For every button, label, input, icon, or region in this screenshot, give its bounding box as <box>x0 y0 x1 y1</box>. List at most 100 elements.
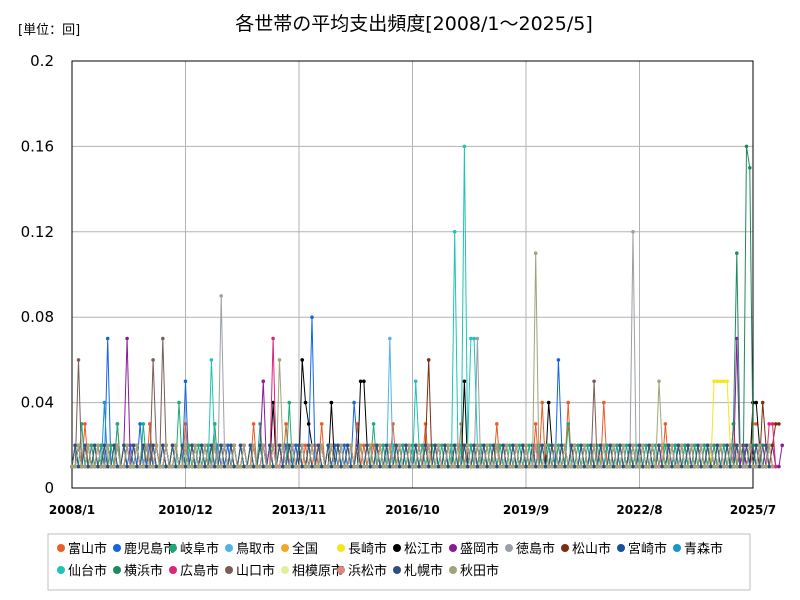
data-point <box>770 464 775 469</box>
data-point <box>115 422 120 426</box>
data-point <box>637 464 642 469</box>
data-point <box>229 443 233 448</box>
data-point <box>102 464 107 469</box>
data-point <box>449 464 454 469</box>
data-point <box>666 464 671 469</box>
x-tick-label: 2022/8 <box>616 503 662 517</box>
data-point <box>592 464 596 469</box>
data-point <box>83 464 87 469</box>
data-point <box>420 464 425 469</box>
data-point <box>76 443 81 448</box>
data-point <box>602 464 606 469</box>
legend-item: 横浜市 <box>113 563 163 579</box>
data-point <box>692 464 697 469</box>
data-point <box>371 464 376 469</box>
data-point <box>631 230 635 234</box>
data-point <box>553 464 557 469</box>
data-point <box>767 443 771 448</box>
data-point <box>533 443 538 448</box>
data-point <box>566 400 570 405</box>
data-point <box>683 464 687 469</box>
data-point <box>550 464 554 469</box>
data-point <box>702 443 707 448</box>
data-point <box>193 464 197 469</box>
data-point <box>465 443 470 448</box>
legend-item: 仙台市 <box>57 563 107 579</box>
data-point <box>524 464 528 469</box>
data-point <box>277 443 282 448</box>
data-point <box>138 464 142 469</box>
data-point <box>559 443 564 448</box>
data-point <box>751 464 755 469</box>
data-point <box>472 464 476 469</box>
data-point <box>258 464 262 469</box>
legend-marker <box>281 544 289 552</box>
data-point <box>725 443 729 448</box>
data-point <box>381 443 386 448</box>
data-point <box>569 464 574 469</box>
data-point <box>336 443 340 448</box>
data-point <box>135 464 139 469</box>
data-point <box>310 315 314 320</box>
data-point <box>245 464 249 469</box>
legend-item: 全国 <box>281 541 318 557</box>
data-point <box>199 464 204 469</box>
data-point <box>637 443 642 448</box>
data-point <box>375 443 379 448</box>
data-point <box>754 422 758 426</box>
data-point <box>748 464 752 469</box>
legend-label: 富山市 <box>68 541 107 557</box>
data-point <box>748 443 752 448</box>
data-point <box>439 443 444 448</box>
data-point <box>164 464 168 469</box>
data-point <box>144 443 149 448</box>
data-point <box>764 443 768 448</box>
data-point <box>511 443 515 448</box>
data-point <box>475 336 480 341</box>
data-point <box>475 443 480 448</box>
data-point <box>242 443 246 448</box>
series-line <box>72 145 760 468</box>
data-point <box>271 443 275 448</box>
data-point <box>514 443 519 448</box>
data-point <box>533 464 538 469</box>
data-point <box>413 464 418 469</box>
data-point <box>212 443 217 448</box>
data-point <box>219 294 223 298</box>
data-point <box>297 464 301 469</box>
data-point <box>760 400 765 405</box>
data-point <box>105 464 110 469</box>
data-point <box>277 358 282 362</box>
data-point <box>576 443 580 448</box>
data-point <box>86 443 90 448</box>
data-point <box>371 443 376 448</box>
data-point <box>605 443 609 448</box>
legend-item: 長崎市 <box>337 541 387 557</box>
data-point <box>394 464 399 469</box>
data-point <box>530 464 535 469</box>
data-point <box>777 464 781 469</box>
data-point <box>767 464 771 469</box>
data-point <box>663 464 668 469</box>
data-point <box>738 464 742 469</box>
data-point <box>608 464 613 469</box>
data-point <box>611 443 616 448</box>
data-point <box>686 443 690 448</box>
legend-label: 横浜市 <box>124 563 163 579</box>
legend-label: 浜松市 <box>348 563 387 579</box>
chart-title: 各世帯の平均支出頻度[2008/1～2025/5] <box>235 13 593 35</box>
data-point <box>161 464 165 469</box>
data-point <box>209 358 214 362</box>
data-point <box>170 464 175 469</box>
data-point <box>362 443 366 448</box>
data-point <box>676 464 681 469</box>
data-point <box>456 464 460 469</box>
data-point <box>303 400 308 405</box>
data-point <box>388 464 392 469</box>
data-point <box>355 422 360 426</box>
legend-label: 岐阜市 <box>180 541 219 557</box>
data-point <box>287 464 292 469</box>
data-point <box>349 464 353 469</box>
data-point <box>488 443 493 448</box>
